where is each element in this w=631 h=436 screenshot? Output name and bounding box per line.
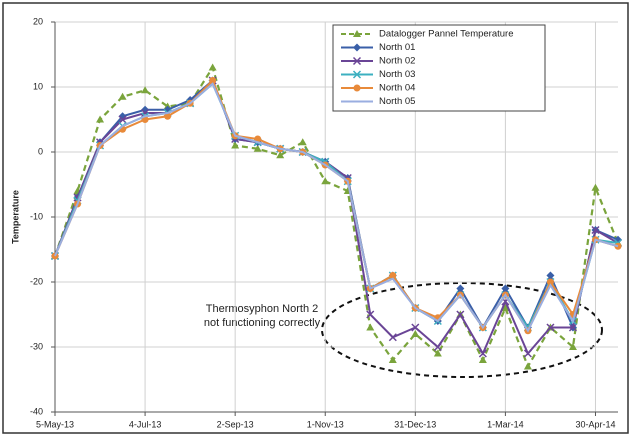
marker (501, 304, 510, 311)
marker (456, 310, 465, 319)
marker (118, 115, 127, 124)
annotation: not functioning correctly (204, 317, 321, 329)
legend: Datalogger Pannel Temperature North 01 Nor… (332, 24, 546, 112)
marker (388, 356, 397, 363)
marker (523, 349, 532, 358)
x-tick-label: 4-Jul-13 (129, 419, 162, 429)
marker (141, 86, 150, 94)
marker (546, 271, 555, 280)
legend-label: North 03 (379, 69, 415, 80)
marker (501, 284, 510, 293)
legend-label: North 04 (379, 83, 415, 94)
marker (523, 362, 532, 370)
legend-label: North 02 (379, 56, 415, 67)
series (54, 82, 619, 333)
marker (546, 278, 554, 286)
marker (208, 63, 217, 71)
marker (478, 349, 487, 358)
marker (231, 141, 240, 149)
marker (253, 144, 262, 152)
marker (366, 323, 375, 331)
y-tick-label: -10 (30, 211, 43, 221)
marker (209, 77, 217, 84)
y-tick-label: -20 (30, 276, 43, 286)
x-tick-label: 30-Apr-14 (575, 419, 615, 429)
y-axis-label: Temperature (10, 190, 20, 244)
x-tick-label: 1-Mar-14 (487, 419, 524, 429)
annotation: Thermosyphon North 2 (206, 303, 319, 315)
marker (321, 177, 330, 185)
legend-label: Datalogger Pannel Temperature (379, 29, 514, 40)
marker (591, 183, 600, 191)
series (51, 63, 622, 370)
marker (353, 30, 361, 37)
x-tick-label: 31-Dec-13 (394, 419, 436, 429)
marker (568, 343, 577, 350)
legend-label: North 05 (379, 96, 415, 107)
series-line (54, 78, 619, 356)
marker (591, 225, 600, 235)
y-tick-label: 10 (33, 81, 43, 91)
marker (546, 323, 555, 332)
marker (276, 151, 285, 159)
marker (478, 356, 487, 363)
marker (456, 284, 465, 293)
marker (298, 138, 307, 146)
x-tick-label: 5-May-13 (36, 419, 74, 429)
y-tick-label: -30 (30, 341, 43, 351)
marker (353, 43, 361, 52)
y-tick-label: 0 (38, 146, 43, 156)
marker (389, 272, 397, 279)
marker (366, 310, 375, 319)
marker (353, 84, 361, 92)
marker (352, 56, 362, 66)
marker (352, 70, 362, 79)
marker (388, 333, 397, 342)
marker (568, 323, 577, 332)
y-tick-label: 20 (33, 16, 43, 26)
x-tick-label: 1-Nov-13 (307, 419, 344, 429)
marker (411, 330, 420, 337)
x-tick-label: 2-Sep-13 (217, 419, 254, 429)
marker (96, 115, 105, 123)
marker (164, 112, 172, 120)
highlight-ellipse (321, 282, 603, 378)
marker (411, 323, 420, 332)
legend-box (332, 24, 546, 112)
marker (433, 349, 442, 357)
y-tick-label: -40 (30, 406, 43, 416)
marker (118, 92, 127, 100)
series-line (54, 82, 619, 333)
legend-label: North 01 (379, 42, 415, 53)
marker (433, 342, 442, 352)
